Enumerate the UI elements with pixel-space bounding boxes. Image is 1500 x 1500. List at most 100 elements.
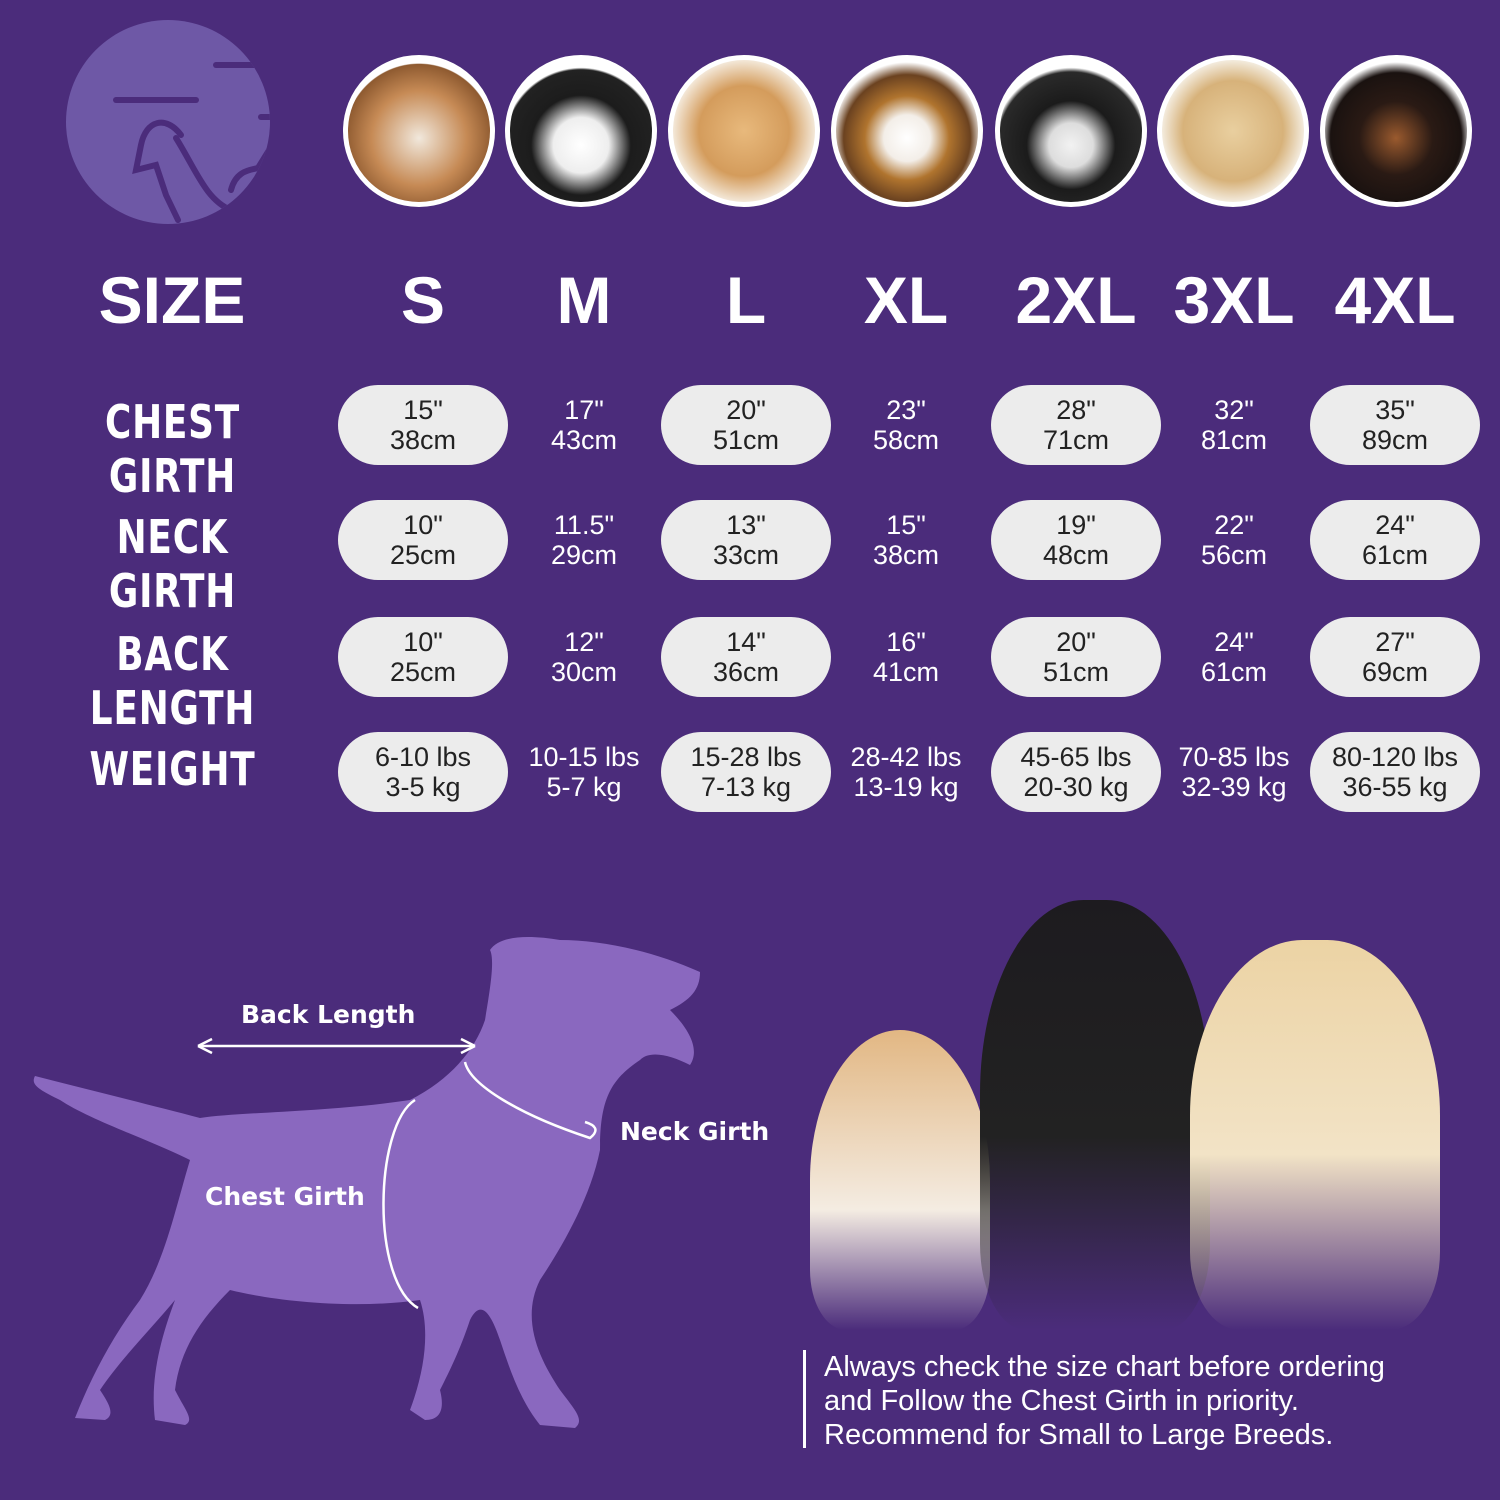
cell-value: 89cm — [1361, 425, 1429, 455]
size-cell: 19" 48cm — [991, 500, 1161, 580]
size-cell: 22" 56cm — [1149, 500, 1319, 580]
chihuahua-photo — [810, 1030, 990, 1330]
cell-value: 16" — [886, 627, 926, 657]
size-cell: 14" 36cm — [661, 617, 831, 697]
labrador-photo — [1190, 940, 1440, 1330]
size-cell: 24" 61cm — [1310, 500, 1480, 580]
cell-value: 38cm — [389, 425, 457, 455]
dog-photo-shih-tzu — [343, 55, 495, 207]
size-3xl: 3XL — [1173, 263, 1295, 337]
dog-photo-labrador — [1157, 55, 1309, 207]
cell-value: 10" — [403, 627, 443, 657]
size-cell: 70-85 lbs 32-39 kg — [1149, 732, 1319, 812]
cell-value: 22" — [1214, 510, 1254, 540]
sizing-note: Always check the size chart before order… — [803, 1350, 1385, 1451]
cell-value: 32-39 kg — [1181, 772, 1287, 802]
cell-value: 38cm — [872, 540, 940, 570]
size-xl: XL — [863, 263, 949, 337]
row-label: WEIGHT — [89, 742, 256, 796]
cell-value: 70-85 lbs — [1178, 742, 1290, 772]
dog-photo-cocker-spaniel — [668, 55, 820, 207]
size-cell: 10-15 lbs 5-7 kg — [499, 732, 669, 812]
cell-value: 56cm — [1200, 540, 1268, 570]
size-cell: 15" 38cm — [821, 500, 991, 580]
cell-value: 51cm — [1042, 657, 1110, 687]
size-cell: 16" 41cm — [821, 617, 991, 697]
size-cell: 23" 58cm — [821, 385, 991, 465]
size-cell: 80-120 lbs 36-55 kg — [1310, 732, 1480, 812]
cell-value: 32" — [1214, 395, 1254, 425]
size-cell: 6-10 lbs 3-5 kg — [338, 732, 508, 812]
dog-and-cat-icon — [66, 20, 270, 224]
size-cell: 28" 71cm — [991, 385, 1161, 465]
cell-value: 81cm — [1200, 425, 1268, 455]
size-cell: 28-42 lbs 13-19 kg — [821, 732, 991, 812]
cell-value: 43cm — [550, 425, 618, 455]
row-label: BACK LENGTH — [89, 627, 256, 735]
dog-photo-doberman — [1320, 55, 1472, 207]
size-m: M — [556, 263, 612, 337]
cell-value: 20-30 kg — [1023, 772, 1129, 802]
dog-photo-boston-terrier — [505, 55, 657, 207]
row-label: CHEST GIRTH — [104, 395, 241, 503]
note-line: and Follow the Chest Girth in priority. — [824, 1385, 1299, 1417]
cell-value: 23" — [886, 395, 926, 425]
size-l: L — [725, 263, 767, 337]
size-cell: 13" 33cm — [661, 500, 831, 580]
cell-value: 29cm — [550, 540, 618, 570]
cell-value: 28-42 lbs — [850, 742, 962, 772]
french-bulldog-photo — [980, 900, 1210, 1330]
cell-value: 80-120 lbs — [1331, 742, 1459, 772]
neck-girth-label: Neck Girth — [620, 1117, 770, 1146]
cell-value: 17" — [564, 395, 604, 425]
size-cell: 35" 89cm — [1310, 385, 1480, 465]
dog-silhouette-diagram — [33, 937, 700, 1428]
cell-value: 45-65 lbs — [1020, 742, 1132, 772]
cell-value: 30cm — [550, 657, 618, 687]
size-header: SIZE — [98, 263, 246, 337]
size-cell: 24" 61cm — [1149, 617, 1319, 697]
note-line: Recommend for Small to Large Breeds. — [824, 1419, 1334, 1451]
size-2xl: 2XL — [1015, 263, 1137, 337]
cell-value: 6-10 lbs — [374, 742, 472, 772]
dog-photo-border-collie — [995, 55, 1147, 207]
size-cell: 10" 25cm — [338, 617, 508, 697]
cell-value: 24" — [1214, 627, 1254, 657]
size-cell: 20" 51cm — [661, 385, 831, 465]
cell-value: 15" — [886, 510, 926, 540]
cell-value: 36-55 kg — [1342, 772, 1448, 802]
dogs-group-photo — [770, 880, 1450, 1330]
cell-value: 28" — [1056, 395, 1096, 425]
size-cell: 11.5" 29cm — [499, 500, 669, 580]
size-cell: 32" 81cm — [1149, 385, 1319, 465]
cell-value: 13-19 kg — [853, 772, 959, 802]
cell-value: 25cm — [389, 657, 457, 687]
cell-value: 14" — [726, 627, 766, 657]
cell-value: 5-7 kg — [546, 772, 622, 802]
back-length-label: Back Length — [241, 1000, 416, 1029]
cell-value: 19" — [1056, 510, 1096, 540]
row-label: NECK GIRTH — [108, 510, 237, 618]
cell-value: 20" — [1056, 627, 1096, 657]
cell-value: 69cm — [1361, 657, 1429, 687]
cell-value: 7-13 kg — [700, 772, 792, 802]
cell-value: 61cm — [1361, 540, 1429, 570]
cell-value: 51cm — [712, 425, 780, 455]
dog-silhouette — [33, 937, 700, 1428]
cell-value: 27" — [1375, 627, 1415, 657]
cell-value: 36cm — [712, 657, 780, 687]
chest-girth-label: Chest Girth — [205, 1182, 365, 1211]
cell-value: 13" — [726, 510, 766, 540]
cell-value: 10" — [403, 510, 443, 540]
cell-value: 24" — [1375, 510, 1415, 540]
cell-value: 71cm — [1042, 425, 1110, 455]
size-cell: 27" 69cm — [1310, 617, 1480, 697]
dog-photo-beagle — [831, 55, 983, 207]
size-cell: 15-28 lbs 7-13 kg — [661, 732, 831, 812]
cell-value: 20" — [726, 395, 766, 425]
cell-value: 3-5 kg — [385, 772, 461, 802]
cell-value: 41cm — [872, 657, 940, 687]
size-s: S — [400, 263, 446, 337]
size-cell: 15" 38cm — [338, 385, 508, 465]
cell-value: 48cm — [1042, 540, 1110, 570]
